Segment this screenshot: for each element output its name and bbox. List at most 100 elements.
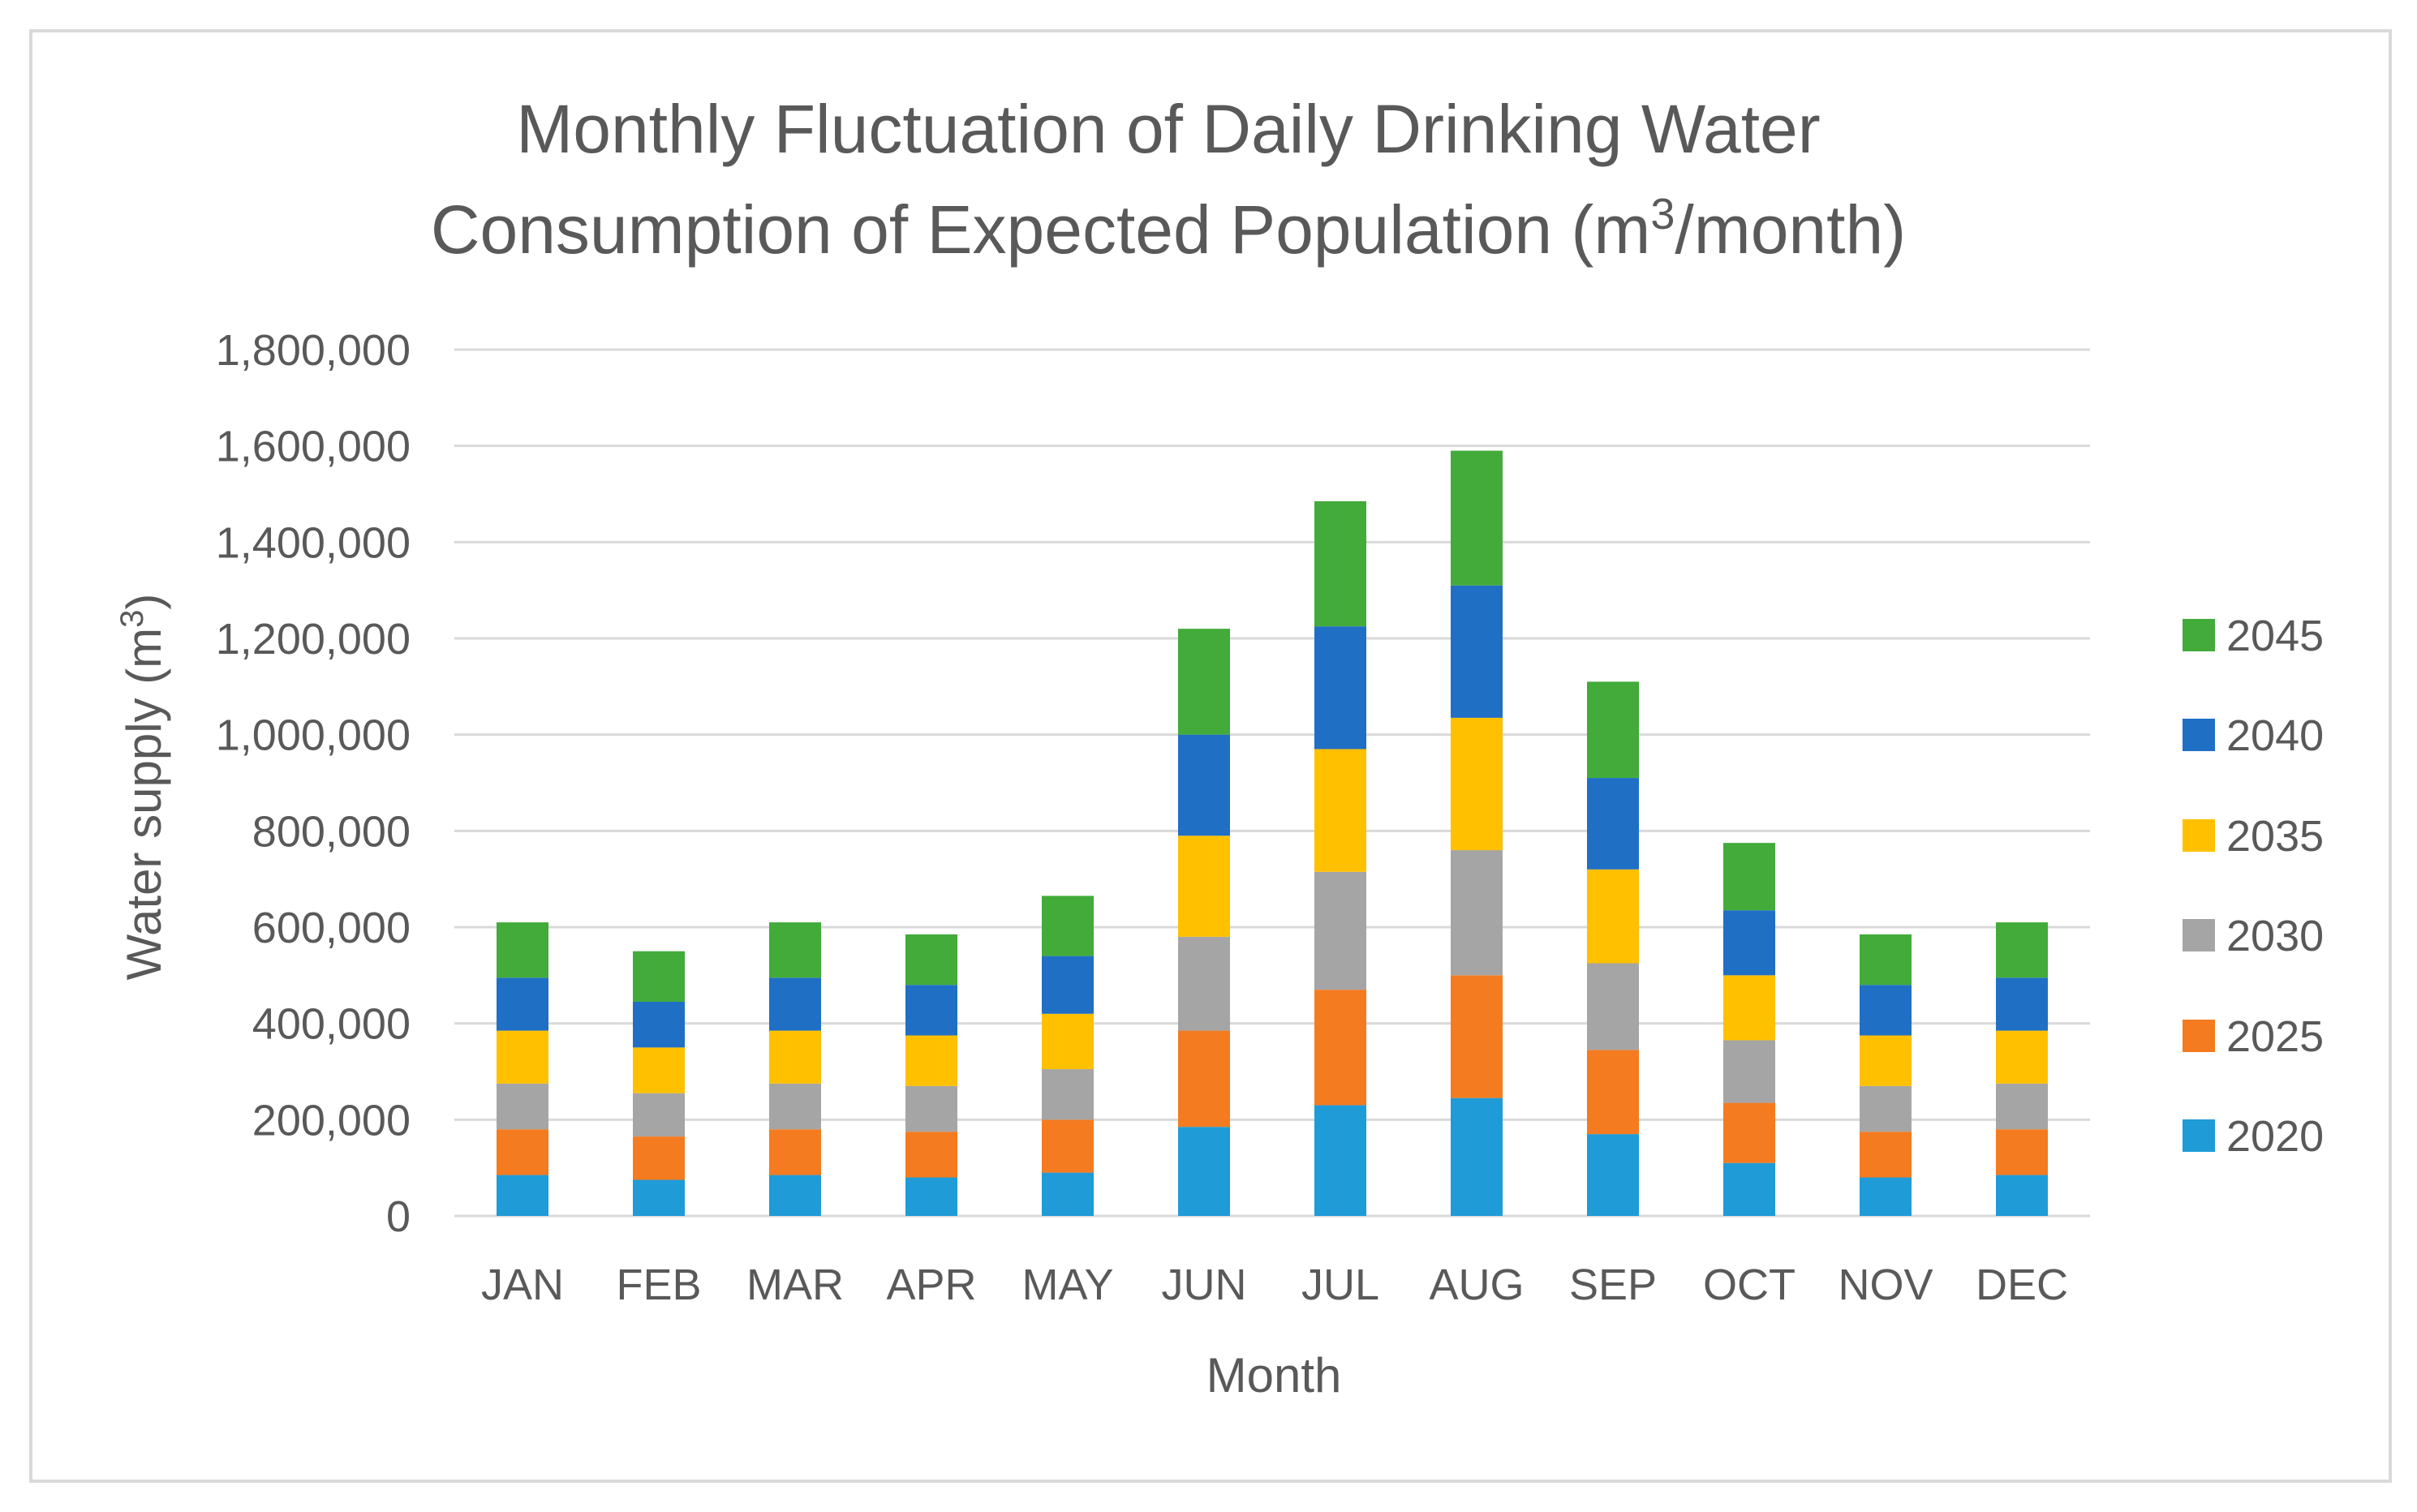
bar-segment-2030-sep — [1587, 963, 1639, 1050]
bar-segment-2030-jan — [497, 1083, 548, 1130]
bar-segment-2045-may — [1042, 896, 1094, 956]
x-axis-label: Month — [1206, 1348, 1342, 1402]
y-tick-label: 600,000 — [252, 904, 411, 952]
x-tick-label: JUN — [1162, 1261, 1247, 1309]
bar-segment-2045-apr — [905, 934, 957, 986]
bar-segment-2020-jun — [1178, 1127, 1230, 1216]
x-tick-label: MAY — [1021, 1261, 1113, 1309]
x-tick-label: AUG — [1429, 1261, 1524, 1309]
bar-segment-2045-oct — [1723, 843, 1775, 911]
bar-segment-2035-jan — [497, 1030, 548, 1084]
bar-segment-2045-sep — [1587, 681, 1639, 779]
bar-segment-2020-may — [1042, 1172, 1094, 1216]
x-tick-label: APR — [886, 1261, 976, 1309]
bar-segment-2045-jan — [497, 922, 548, 978]
bar-segment-2025-jan — [497, 1129, 548, 1175]
bar-segment-2035-aug — [1451, 717, 1503, 851]
bar-segment-2030-may — [1042, 1069, 1094, 1120]
x-tick-label: JUL — [1301, 1261, 1379, 1309]
bar-segment-2030-feb — [633, 1093, 685, 1137]
bar-segment-2045-aug — [1451, 450, 1503, 586]
bar-segment-2045-jul — [1314, 500, 1366, 627]
bar-segment-2045-mar — [769, 922, 821, 978]
legend-swatch-2040 — [2183, 719, 2215, 751]
y-tick-label: 200,000 — [252, 1096, 411, 1145]
y-tick-label: 400,000 — [252, 1000, 411, 1049]
bar-segment-2040-oct — [1723, 910, 1775, 976]
bar-segment-2035-mar — [769, 1030, 821, 1084]
bar-segment-2020-jul — [1314, 1105, 1366, 1216]
legend-label-2025: 2025 — [2226, 1012, 2324, 1061]
bar-segment-2030-dec — [1996, 1083, 2048, 1130]
bar-segment-2025-mar — [769, 1129, 821, 1175]
x-axis-ticks: JAN FEB MAR APR MAY JUN JUL AUG SEP OCT NOV DEC — [481, 1261, 2068, 1309]
bar-segment-2025-dec — [1996, 1129, 2048, 1175]
x-tick-label: NOV — [1838, 1261, 1933, 1309]
bar-segment-2025-aug — [1451, 975, 1503, 1098]
x-tick-label: JAN — [481, 1261, 564, 1309]
bar-segment-2025-apr — [905, 1132, 957, 1178]
bar-segment-2045-feb — [633, 951, 685, 1002]
bar-segment-2035-jun — [1178, 835, 1230, 937]
y-tick-label: 1,000,000 — [216, 711, 411, 760]
legend-label-2040: 2040 — [2226, 711, 2324, 760]
bar-segment-2030-mar — [769, 1083, 821, 1130]
legend-swatch-2035 — [2183, 819, 2215, 852]
chart-title-line1: Monthly Fluctuation of Daily Drinking Wa… — [516, 91, 1820, 167]
bar-segment-2040-apr — [905, 985, 957, 1036]
legend-label-2035: 2035 — [2226, 812, 2324, 861]
bar-segment-2025-sep — [1587, 1050, 1639, 1135]
bar-segment-2020-feb — [633, 1179, 685, 1216]
bar-segment-2035-feb — [633, 1047, 685, 1093]
legend-swatch-2045 — [2183, 619, 2215, 651]
y-tick-label: 1,400,000 — [216, 518, 411, 567]
y-axis-label-superscript: 3 — [114, 610, 150, 628]
chart-title-line2: Consumption of Expected Population (m3/m… — [431, 190, 1906, 268]
bar-segment-2035-may — [1042, 1013, 1094, 1070]
chart-title-line2-main: Consumption of Expected Population (m — [431, 191, 1651, 268]
bar-segment-2020-dec — [1996, 1175, 2048, 1216]
y-tick-label: 800,000 — [252, 807, 411, 856]
bar-segment-2025-may — [1042, 1119, 1094, 1173]
bar-segment-2030-apr — [905, 1085, 957, 1132]
bar-segment-2040-jul — [1314, 626, 1366, 750]
bar-segment-2040-mar — [769, 977, 821, 1031]
bar-segment-2045-jun — [1178, 629, 1230, 735]
y-axis-label: Water supply (m3) — [114, 594, 171, 981]
bars — [497, 450, 2048, 1216]
bar-segment-2020-oct — [1723, 1162, 1775, 1216]
y-axis-ticks: 0 200,000 400,000 600,000 800,000 1,000,000 1,… — [216, 326, 411, 1241]
x-tick-label: OCT — [1703, 1261, 1796, 1309]
bar-segment-2020-nov — [1860, 1177, 1912, 1216]
bar-segment-2040-jan — [497, 977, 548, 1031]
bar-segment-2020-jan — [497, 1175, 548, 1216]
bar-segment-2025-nov — [1860, 1132, 1912, 1178]
chart-title-superscript: 3 — [1650, 190, 1675, 238]
legend-swatch-2030 — [2183, 919, 2215, 951]
legend: 2020 2025 2030 2035 2040 2045 — [2183, 612, 2324, 1161]
bar-segment-2040-feb — [633, 1001, 685, 1048]
chart-title-line2-end: /month) — [1675, 191, 1906, 268]
bar-segment-2020-apr — [905, 1177, 957, 1216]
bar-segment-2040-jun — [1178, 734, 1230, 836]
x-tick-label: FEB — [616, 1261, 701, 1309]
legend-label-2020: 2020 — [2226, 1112, 2324, 1161]
bar-segment-2020-aug — [1451, 1097, 1503, 1216]
gridlines — [454, 348, 2090, 1218]
y-tick-label: 1,800,000 — [216, 326, 411, 375]
bar-segment-2040-may — [1042, 956, 1094, 1014]
y-axis-label-main: Water supply (m — [117, 628, 171, 981]
bar-segment-2040-aug — [1451, 585, 1503, 718]
bar-segment-2045-nov — [1860, 934, 1912, 986]
bar-segment-2025-jun — [1178, 1030, 1230, 1128]
bar-segment-2035-sep — [1587, 869, 1639, 964]
bar-segment-2025-oct — [1723, 1102, 1775, 1163]
bar-segment-2030-oct — [1723, 1040, 1775, 1103]
x-tick-label: DEC — [1976, 1261, 2068, 1309]
bar-segment-2030-jul — [1314, 871, 1366, 990]
y-axis-label-end: ) — [117, 594, 171, 610]
bar-segment-2030-jun — [1178, 936, 1230, 1031]
bar-segment-2040-dec — [1996, 977, 2048, 1031]
y-tick-label: 1,200,000 — [216, 615, 411, 664]
